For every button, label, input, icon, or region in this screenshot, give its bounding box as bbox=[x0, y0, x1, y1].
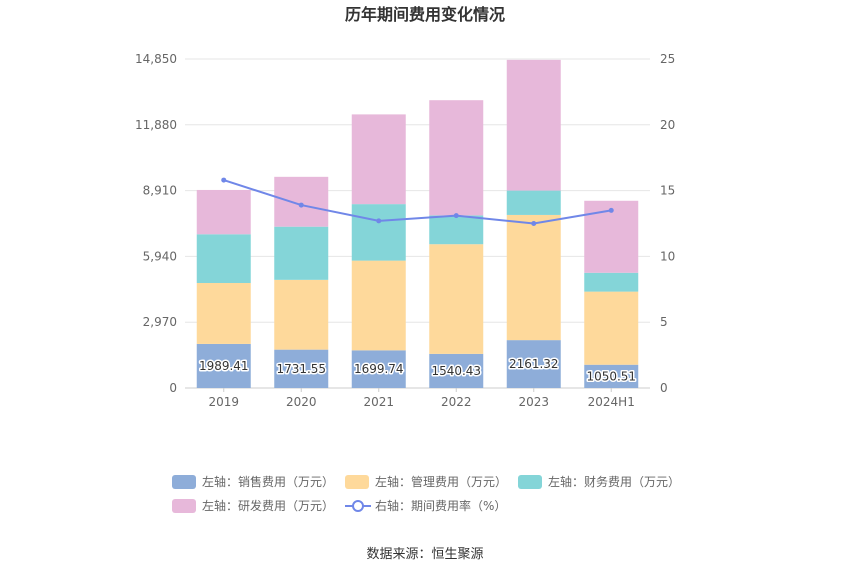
bar-segment-0 bbox=[274, 349, 329, 388]
bar-segment-1 bbox=[584, 291, 639, 365]
bar-segment-3 bbox=[429, 100, 484, 216]
legend-swatch bbox=[172, 499, 196, 513]
legend-label: 左轴：研发费用（万元） bbox=[202, 498, 334, 513]
bar-segment-0 bbox=[351, 350, 406, 388]
bar-segment-2 bbox=[429, 215, 484, 245]
bar-segment-1 bbox=[351, 260, 406, 351]
bar-segment-2 bbox=[274, 226, 329, 280]
y-left-tick-label: 14,850 bbox=[135, 52, 177, 66]
y-left-tick-label: 8,910 bbox=[143, 184, 177, 198]
legend-swatch bbox=[172, 475, 196, 489]
y-right-tick-label: 20 bbox=[660, 118, 675, 132]
rate-point bbox=[376, 218, 382, 224]
chart-title: 历年期间费用变化情况 bbox=[345, 5, 505, 24]
y-left-tick-label: 5,940 bbox=[143, 249, 177, 263]
bar-segment-2 bbox=[584, 272, 639, 292]
legend-label: 左轴：管理费用（万元） bbox=[375, 474, 507, 489]
legend-label: 左轴：财务费用（万元） bbox=[548, 474, 680, 489]
rate-line bbox=[223, 179, 612, 225]
bar-segment-1 bbox=[274, 279, 329, 350]
x-tick-label: 2021 bbox=[363, 395, 394, 409]
y-axis-left: 0 2,970 5,940 8,910 11,880 14,850 bbox=[135, 52, 177, 395]
bar-data-label: 2161.32 bbox=[509, 357, 559, 371]
rate-line-series bbox=[221, 177, 614, 226]
x-tick-label: 2019 bbox=[208, 395, 239, 409]
y-left-tick-label: 2,970 bbox=[143, 315, 177, 329]
rate-point bbox=[531, 221, 537, 226]
rate-point bbox=[221, 177, 227, 183]
x-tick-label: 2022 bbox=[441, 395, 472, 409]
bar-segment-3 bbox=[506, 59, 561, 191]
x-axis: 2019 2020 2021 2022 2023 2024H1 bbox=[208, 388, 635, 409]
legend-swatch bbox=[345, 475, 369, 489]
bar-segment-2 bbox=[351, 204, 406, 261]
bar-data-label: 1989.41 bbox=[199, 359, 249, 373]
y-right-tick-label: 0 bbox=[660, 381, 668, 395]
legend-label: 右轴：期间费用率（%） bbox=[375, 498, 506, 513]
bar-segment-3 bbox=[274, 176, 329, 227]
bar-segment-3 bbox=[351, 114, 406, 205]
legend: 左轴：销售费用（万元） 左轴：管理费用（万元） 左轴：财务费用（万元） 左轴：研发费用… bbox=[172, 474, 680, 513]
y-right-tick-label: 15 bbox=[660, 184, 675, 198]
y-axis-right: 0 5 10 15 20 25 bbox=[660, 52, 675, 395]
bar-segment-1 bbox=[196, 282, 251, 344]
bar-data-label: 1540.43 bbox=[431, 364, 481, 378]
bar-segment-0 bbox=[196, 343, 251, 388]
bar-data-label: 1699.74 bbox=[354, 362, 404, 376]
x-tick-label: 2020 bbox=[286, 395, 317, 409]
rate-point bbox=[453, 213, 459, 219]
bar-segment-2 bbox=[196, 234, 251, 283]
bar-series: 1989.41 1731.55 1699.74 1540.43 2161.32 1050.… bbox=[196, 59, 639, 388]
bar-segment-0 bbox=[506, 340, 561, 388]
bar-data-label: 1050.51 bbox=[586, 369, 636, 383]
rate-point bbox=[608, 207, 614, 213]
y-right-tick-label: 10 bbox=[660, 249, 675, 263]
bar-segment-3 bbox=[196, 189, 251, 235]
bar-segment-1 bbox=[429, 244, 484, 354]
bar-segment-0 bbox=[429, 353, 484, 388]
y-left-tick-label: 0 bbox=[169, 381, 177, 395]
bar-segment-2 bbox=[506, 190, 561, 215]
rate-point bbox=[298, 202, 304, 208]
y-right-tick-label: 5 bbox=[660, 315, 668, 329]
x-tick-label: 2024H1 bbox=[588, 395, 635, 409]
x-tick-label: 2023 bbox=[518, 395, 549, 409]
bar-segment-0 bbox=[584, 364, 639, 388]
grid-lines bbox=[185, 58, 650, 389]
legend-label: 左轴：销售费用（万元） bbox=[202, 474, 334, 489]
bar-data-label: 1731.55 bbox=[276, 362, 326, 376]
y-right-tick-label: 25 bbox=[660, 52, 675, 66]
data-source: 数据来源：恒生聚源 bbox=[366, 547, 483, 562]
y-left-tick-label: 11,880 bbox=[135, 118, 177, 132]
legend-swatch bbox=[518, 475, 542, 489]
bar-segment-1 bbox=[506, 214, 561, 341]
legend-line-marker bbox=[352, 500, 364, 512]
